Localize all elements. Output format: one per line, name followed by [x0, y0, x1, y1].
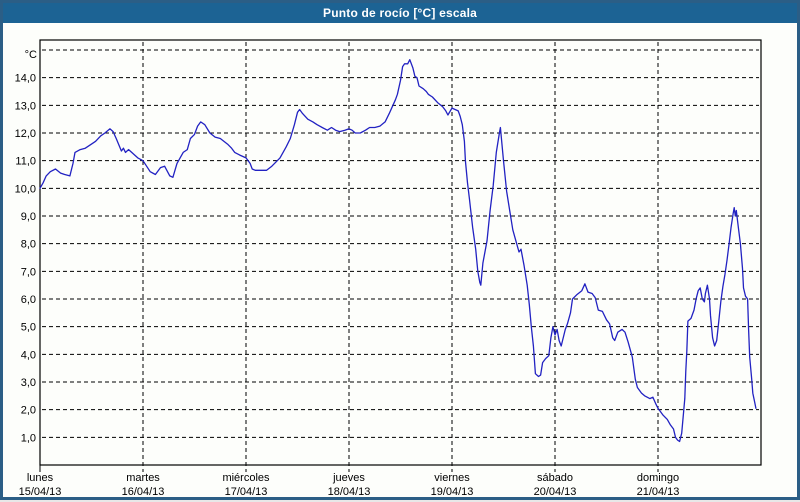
y-tick-label: 4,0: [21, 349, 36, 361]
x-day-label: jueves: [332, 472, 365, 484]
y-tick-label: 1,0: [21, 432, 36, 444]
y-tick-label: 11,0: [15, 156, 36, 168]
x-date-label: 15/04/13: [19, 486, 62, 497]
chart-area: 1,0 2,0 3,0 4,0 5,0 6,0 7,0 8,0 9,0 10,0 11,0 12,0 1…: [3, 23, 797, 498]
x-date-label: 21/04/13: [637, 486, 680, 497]
dewpoint-line-chart: 1,0 2,0 3,0 4,0 5,0 6,0 7,0 8,0 9,0 10,0 11,0 12,0 1…: [15, 39, 762, 498]
x-date-label: 19/04/13: [431, 486, 474, 497]
x-date-label: 18/04/13: [328, 486, 371, 497]
y-tick-label: 8,0: [21, 239, 36, 251]
y-tick-label: 6,0: [21, 294, 36, 306]
x-day-label: martes: [126, 472, 160, 484]
x-date-label: 16/04/13: [122, 486, 165, 497]
x-day-label: domingo: [637, 472, 679, 484]
y-tick-label: 13,0: [15, 100, 36, 112]
y-axis-unit-label: °C: [25, 49, 37, 61]
dewpoint-series-line: [39, 59, 757, 443]
y-tick-label: 10,0: [15, 183, 36, 195]
y-tick-label: 12,0: [15, 128, 36, 140]
plot-border: [39, 39, 762, 466]
y-tick-label: 7,0: [21, 266, 36, 278]
chart-title: Punto de rocío [°C] escala: [322, 6, 478, 20]
y-tick-label: 2,0: [21, 405, 36, 417]
x-day-label: lunes: [27, 472, 54, 484]
x-day-label: viernes: [434, 472, 470, 484]
title-bar: Punto de rocío [°C] escala: [3, 3, 797, 23]
x-day-label: sábado: [537, 472, 573, 484]
x-date-label: 20/04/13: [534, 486, 577, 497]
y-tick-label: 9,0: [21, 211, 36, 223]
x-date-label: 17/04/13: [225, 486, 268, 497]
x-day-label: miércoles: [222, 472, 270, 484]
y-tick-label: 14,0: [15, 73, 36, 85]
y-tick-label: 3,0: [21, 377, 36, 389]
y-tick-label: 5,0: [21, 322, 36, 334]
